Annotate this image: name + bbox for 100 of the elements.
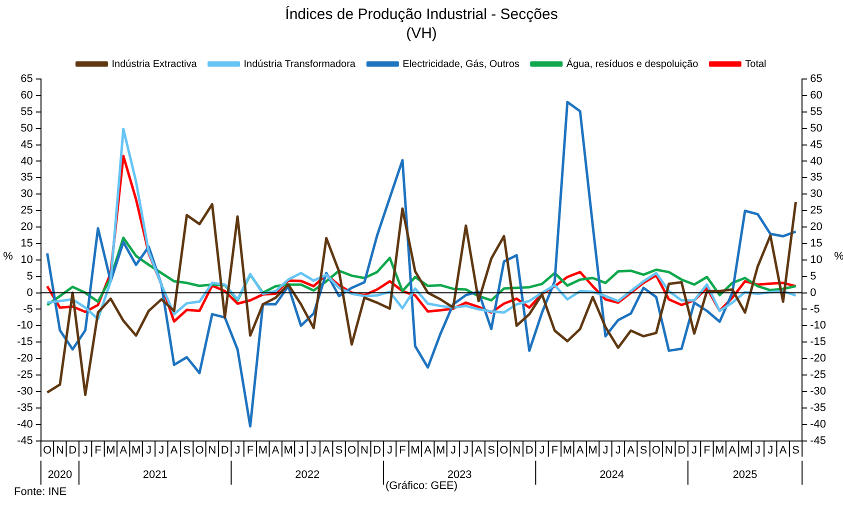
x-tick-label: J <box>768 444 774 456</box>
y-tick-label: -5 <box>23 303 33 316</box>
text: 2020 <box>48 468 72 481</box>
x-tick-label: A <box>322 444 331 456</box>
y-tick-label: 50 <box>20 122 33 134</box>
x-tick-label: D <box>373 444 382 456</box>
x-tick-label: J <box>450 444 456 456</box>
y2-tick-label: 50 <box>810 122 822 134</box>
x-tick-label: N <box>664 444 673 456</box>
y-tick-label: 0 <box>26 286 33 299</box>
x-tick-label: N <box>512 444 521 456</box>
x-tick-label: M <box>436 444 446 456</box>
legend-label: Indústria Extractiva <box>112 58 198 70</box>
x-tick-label: M <box>131 444 141 456</box>
x-tick-label: A <box>120 444 128 456</box>
x-tick-label: F <box>551 444 558 456</box>
y-tick-label: 10 <box>20 254 33 266</box>
x-tick-label: J <box>692 444 698 456</box>
legend-label: Água, resíduos e despoluição <box>566 58 699 70</box>
y2-tick-label: -45 <box>810 434 826 447</box>
text: 2024 <box>600 468 624 481</box>
x-tick-label: A <box>272 444 280 456</box>
y2-tick-label: 35 <box>810 172 822 184</box>
x-tick-label: M <box>562 444 572 456</box>
y2-tick-label: 5 <box>810 270 816 282</box>
x-tick-label: M <box>258 444 268 456</box>
legend-label: Electricidade, Gás, Outros <box>402 58 520 70</box>
x-tick-label: O <box>652 444 661 456</box>
x-tick-label: D <box>68 444 77 456</box>
y2-tick-label: 40 <box>810 155 822 168</box>
y2-tick-label: 20 <box>810 221 822 234</box>
x-tick-label: O <box>42 444 52 456</box>
x-tick-label: J <box>602 444 608 456</box>
y2-tick-label: 45 <box>810 138 822 151</box>
x-tick-label: A <box>728 444 737 456</box>
x-tick-label: D <box>220 444 229 456</box>
y-axis-title: % <box>3 250 14 262</box>
x-tick-label: F <box>94 444 102 456</box>
y2-tick-label: 60 <box>810 89 822 102</box>
y-tick-label: -35 <box>16 402 33 414</box>
y-tick-label: 65 <box>20 73 33 86</box>
text: 2023 <box>447 468 472 481</box>
y-tick-label: 5 <box>26 270 33 282</box>
x-tick-label: A <box>779 444 788 456</box>
x-tick-label: M <box>588 444 598 456</box>
y2-tick-label: 0 <box>810 286 816 299</box>
y2-tick-label: -15 <box>810 336 826 348</box>
x-tick-label: O <box>500 444 509 456</box>
y-tick-label: 60 <box>20 89 33 102</box>
x-tick-label: S <box>792 444 800 456</box>
y-tick-label: 35 <box>20 172 33 184</box>
y-tick-label: 25 <box>20 204 33 217</box>
y-tick-label: 55 <box>20 106 33 118</box>
x-tick-label: O <box>195 444 204 456</box>
y-tick-label: -15 <box>16 336 33 348</box>
x-tick-label: M <box>284 444 293 456</box>
y-tick-label: -10 <box>16 320 33 332</box>
y-tick-label: 15 <box>20 237 33 250</box>
y2-tick-label: -10 <box>810 320 826 332</box>
x-tick-label: F <box>704 444 711 456</box>
x-tick-label: J <box>539 444 545 456</box>
y-tick-label: 20 <box>20 221 33 234</box>
y-tick-label: 40 <box>20 155 33 168</box>
x-tick-label: S <box>488 444 495 456</box>
x-tick-label: M <box>410 444 420 456</box>
x-tick-label: J <box>298 444 304 456</box>
y2-tick-label: -35 <box>810 402 826 414</box>
text: 2021 <box>142 468 168 481</box>
y2-tick-label: 55 <box>810 106 822 118</box>
x-tick-label: J <box>463 444 469 456</box>
x-tick-label: N <box>360 444 368 456</box>
x-tick-label: A <box>576 444 584 456</box>
x-tick-label: O <box>347 444 356 456</box>
y2-tick-label: 15 <box>810 237 822 250</box>
x-tick-label: S <box>335 444 343 456</box>
x-tick-label: J <box>615 444 621 456</box>
y2-tick-label: -25 <box>810 369 826 382</box>
y-tick-label: -40 <box>16 418 33 430</box>
x-tick-label: F <box>246 444 254 456</box>
text: 2025 <box>732 468 758 481</box>
x-tick-label: D <box>525 444 534 456</box>
x-tick-label: N <box>56 444 64 456</box>
y2-tick-label: -40 <box>810 418 826 430</box>
y2-tick-label: 30 <box>810 188 822 200</box>
x-tick-label: A <box>170 444 178 456</box>
x-tick-label: A <box>627 444 636 456</box>
x-tick-label: J <box>310 444 316 456</box>
text: (Gráfico: GEE) <box>385 480 458 492</box>
x-tick-label: J <box>234 444 240 456</box>
x-tick-label: J <box>158 444 164 456</box>
text: 2022 <box>295 468 320 481</box>
x-tick-label: M <box>715 444 724 456</box>
x-tick-label: A <box>474 444 483 456</box>
y-tick-label: 45 <box>20 138 33 151</box>
x-tick-label: M <box>106 444 116 456</box>
y2-tick-label: -5 <box>810 303 820 316</box>
source-note: Fonte: INE <box>14 486 67 498</box>
x-tick-label: J <box>146 444 152 456</box>
y-tick-label: 30 <box>20 188 33 200</box>
y2-tick-label: -20 <box>810 352 826 365</box>
